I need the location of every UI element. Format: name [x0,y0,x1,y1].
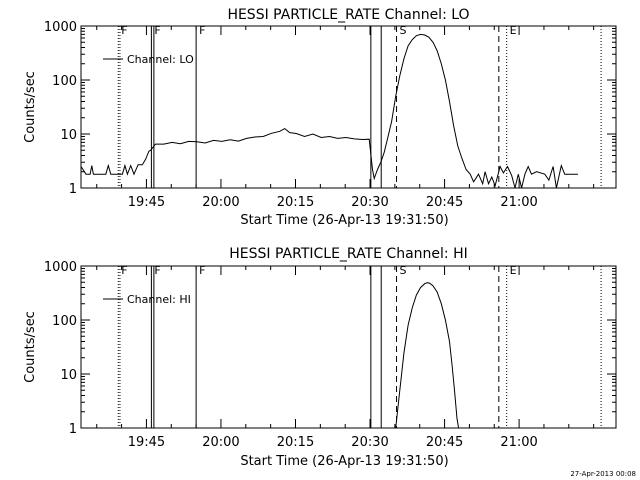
series-line [80,33,578,189]
time-marker-label: F [121,264,127,277]
time-marker-label: F [154,264,160,277]
x-tick-label: 21:00 [500,435,537,450]
y-tick-label: 1000 [44,20,77,35]
time-marker-label: F [199,24,205,37]
x-tick-label: 20:15 [277,195,314,210]
plot-frame [80,265,617,429]
y-axis-label: Counts/sec [23,71,38,143]
timestamp-label: 27-Apr-2013 00:08 [570,470,636,478]
legend-label: Channel: HI [127,293,191,306]
y-tick-label: 10 [60,128,77,143]
chart-title: HESSI PARTICLE_RATE Channel: LO [227,7,469,23]
legend-label: Channel: LO [127,53,194,66]
x-axis-label: Start Time (26-Apr-13 19:31:50) [240,213,448,228]
x-axis-label: Start Time (26-Apr-13 19:31:50) [240,454,448,469]
x-tick-label: 19:45 [128,195,165,210]
time-marker-label: S [400,24,407,37]
time-marker-label: S [400,264,407,277]
time-marker-label: F [154,24,160,37]
time-marker-label: E [510,24,517,37]
panel-lo: HESSI PARTICLE_RATE Channel: LO 1 10 100 100… [23,7,617,228]
plot-frame [80,25,617,189]
panel-hi: HESSI PARTICLE_RATE Channel: HI 1 10 100 100… [23,246,617,469]
y-axis-label: Counts/sec [23,311,38,383]
time-marker-label: F [121,24,127,37]
series-line [395,282,460,429]
x-tick-label: 20:30 [351,435,388,450]
x-tick-label: 19:45 [128,435,165,450]
y-tick-label: 1 [69,182,77,197]
chart-title: HESSI PARTICLE_RATE Channel: HI [229,246,467,262]
time-marker-label: F [199,264,205,277]
x-tick-label: 20:15 [277,435,314,450]
x-tick-label: 21:00 [500,195,537,210]
y-tick-label: 100 [52,314,77,329]
y-tick-label: 1000 [44,260,77,275]
x-tick-label: 20:45 [426,195,463,210]
y-tick-label: 100 [52,74,77,89]
time-marker-label: E [510,264,517,277]
x-tick-label: 20:45 [426,435,463,450]
x-tick-label: 20:30 [351,195,388,210]
x-tick-label: 20:00 [202,435,239,450]
y-tick-label: 1 [69,422,77,437]
y-tick-label: 10 [60,368,77,383]
x-tick-label: 20:00 [202,195,239,210]
